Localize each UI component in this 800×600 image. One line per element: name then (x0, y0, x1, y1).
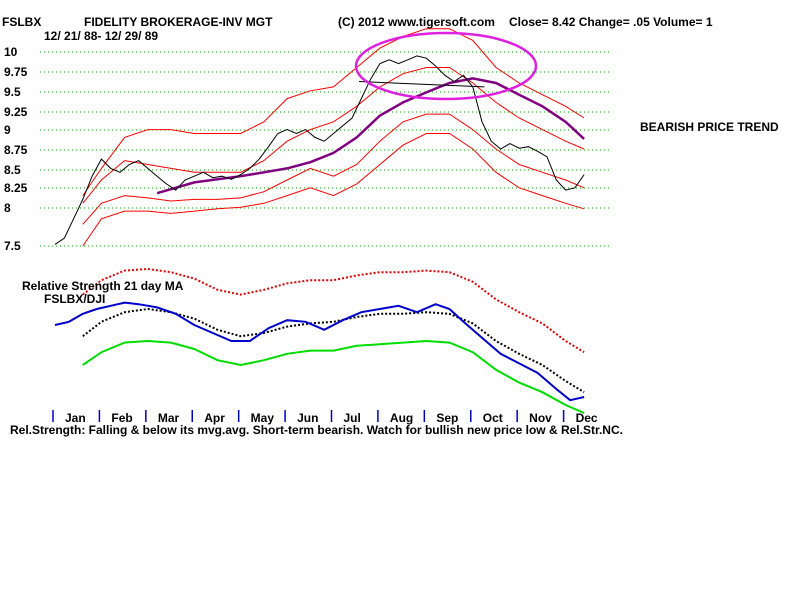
y-tick-label: 10 (4, 45, 18, 59)
quote-summary: Close= 8.42 Change= .05 Volume= 1 (509, 15, 713, 29)
x-tick-label: Nov (529, 411, 552, 425)
date-range: 12/ 21/ 88- 12/ 29/ 89 (44, 29, 158, 43)
fund-name: FIDELITY BROKERAGE-INV MGT (84, 15, 273, 29)
rs-panel (54, 267, 585, 414)
price-panel (54, 28, 585, 247)
band-inner-lower (82, 113, 585, 225)
band-inner-upper (82, 67, 585, 204)
y-tick-label: 9 (4, 123, 11, 137)
symbol-label: FSLBX (2, 15, 41, 29)
x-tick-label: Jul (344, 411, 361, 425)
month-axis: Jan Feb Mar Apr May Jun Jul Aug Sep Oct Nov Dec (52, 410, 598, 425)
y-tick-label: 9.25 (4, 105, 28, 119)
x-tick-label: Apr (204, 411, 225, 425)
x-tick-label: Jun (297, 411, 318, 425)
rs-lower-band (82, 339, 585, 414)
moving-average-line (156, 77, 585, 195)
y-tick-label: 7.5 (4, 239, 21, 253)
y-tick-label: 8 (4, 201, 11, 215)
x-tick-label: Dec (576, 411, 598, 425)
x-tick-label: Aug (390, 411, 413, 425)
x-tick-label: Oct (483, 411, 503, 425)
x-tick-label: Mar (158, 411, 180, 425)
x-tick-label: Feb (111, 411, 132, 425)
x-tick-label: Jan (65, 411, 86, 425)
price-axis: 10 9.75 9.5 9.25 9 8.75 8.5 8.25 8 7.5 (4, 45, 28, 253)
price-gridlines (40, 51, 612, 247)
rs-subtitle: FSLBX/DJI (44, 292, 105, 306)
x-tick-label: May (251, 411, 275, 425)
rs-title: Relative Strength 21 day MA (22, 279, 184, 293)
copyright-label: (C) 2012 www.tigersoft.com (338, 15, 495, 29)
band-outer-lower (82, 133, 585, 247)
x-tick-label: Sep (436, 411, 458, 425)
footer-note: Rel.Strength: Falling & below its mvg.av… (10, 423, 623, 437)
y-tick-label: 8.25 (4, 181, 28, 195)
rs-line (54, 301, 585, 402)
y-tick-label: 8.75 (4, 143, 28, 157)
y-tick-label: 8.5 (4, 163, 21, 177)
neckline (358, 81, 485, 88)
y-tick-label: 9.5 (4, 85, 21, 99)
price-line (54, 55, 585, 245)
band-outer-upper (82, 28, 585, 196)
trend-label: BEARISH PRICE TREND (640, 120, 779, 134)
highlight-ellipse (354, 31, 538, 101)
y-tick-label: 9.75 (4, 65, 28, 79)
